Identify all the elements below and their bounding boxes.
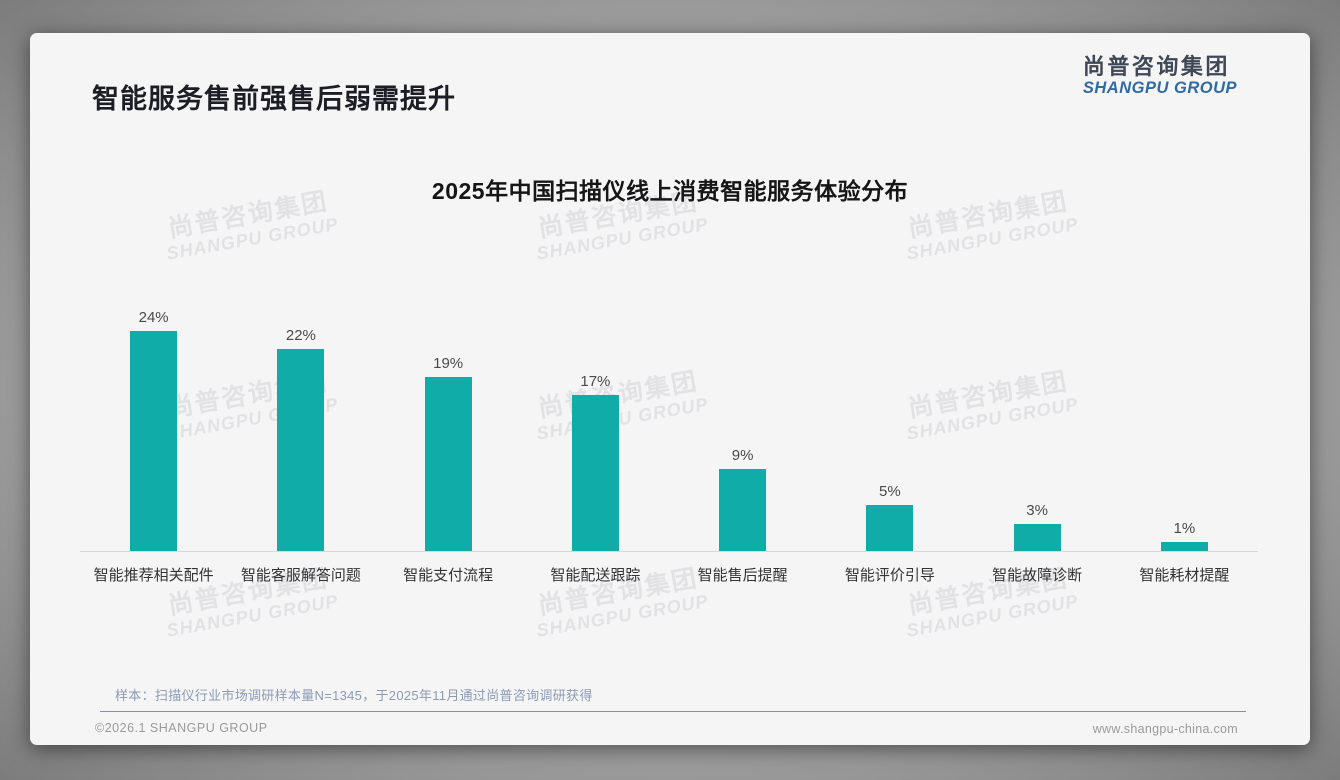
page-title: 智能服务售前强售后弱需提升 [92,84,456,114]
category-label: 智能评价引导 [844,567,935,584]
bar-value-label: 3% [1026,501,1048,519]
bar-rect [719,468,767,551]
bar-rect [424,376,472,551]
chart-plot: 24% 22% 19% 17% 9% 5% 3% 1% [80,303,1258,552]
watermark-text-en: SHANGPU GROUP [534,213,710,264]
sample-note: 样本：扫描仪行业市场调研样本量N=1345，于2025年11月通过尚普咨询调研获… [115,688,593,703]
watermark-text-en: SHANGPU GROUP [904,213,1080,264]
bar-value-label: 1% [1173,519,1196,537]
bar-rect [571,395,619,551]
watermark-text-en: SHANGPU GROUP [164,590,340,641]
category-label: 智能配送跟踪 [550,567,641,584]
bar-rect [1013,523,1061,551]
watermark-text-en: SHANGPU GROUP [904,590,1080,641]
bar-value-label: 22% [285,327,316,345]
category-label: 智能客服解答问题 [240,567,361,584]
category-label: 智能故障诊断 [992,567,1083,584]
slide-card: 尚普咨询集团 SHANGPU GROUP 尚普咨询集团 SHANGPU GROUP 尚普… [30,33,1310,745]
category-label: 智能支付流程 [403,567,494,584]
chart-title: 2025年中国扫描仪线上消费智能服务体验分布 [431,178,909,204]
bar-rect [866,505,914,551]
bar-rect [277,349,325,551]
bar-column: 22% [227,303,374,551]
bar-column: 9% [669,303,816,551]
footer-divider [100,711,1246,712]
footer-copyright: ©2026.1 SHANGPU GROUP [95,721,268,735]
bar-value-label: 9% [731,446,754,464]
category-label: 智能推荐相关配件 [93,567,214,584]
bar-column: 1% [1111,303,1258,551]
bar-value-label: 19% [433,354,464,372]
watermark-text-en: SHANGPU GROUP [164,213,340,264]
bar-value-label: 24% [138,309,169,326]
bar-column: 5% [816,303,963,551]
chart-categories: 智能推荐相关配件 智能客服解答问题 智能支付流程 智能配送跟踪 智能售后提醒 智能评价引导… [80,564,1258,585]
bar-rect [130,331,178,551]
category-label: 智能售后提醒 [697,567,788,584]
bar-rect [1160,541,1208,551]
category-label: 智能耗材提醒 [1139,567,1230,584]
logo-text-en: SHANGPU GROUP [1082,79,1237,98]
bar-column: 19% [375,303,522,551]
logo-text-cn: 尚普咨询集团 [1082,54,1230,79]
bar-column: 24% [80,303,227,551]
bar-column: 3% [964,303,1111,551]
watermark-text-en: SHANGPU GROUP [534,590,710,641]
bar-value-label: 5% [879,483,901,501]
company-logo: 尚普咨询集团 SHANGPU GROUP [1082,54,1237,98]
footer-website: www.shangpu-china.com [1092,722,1238,736]
bar-column: 17% [522,303,669,551]
bar-value-label: 17% [580,373,611,391]
